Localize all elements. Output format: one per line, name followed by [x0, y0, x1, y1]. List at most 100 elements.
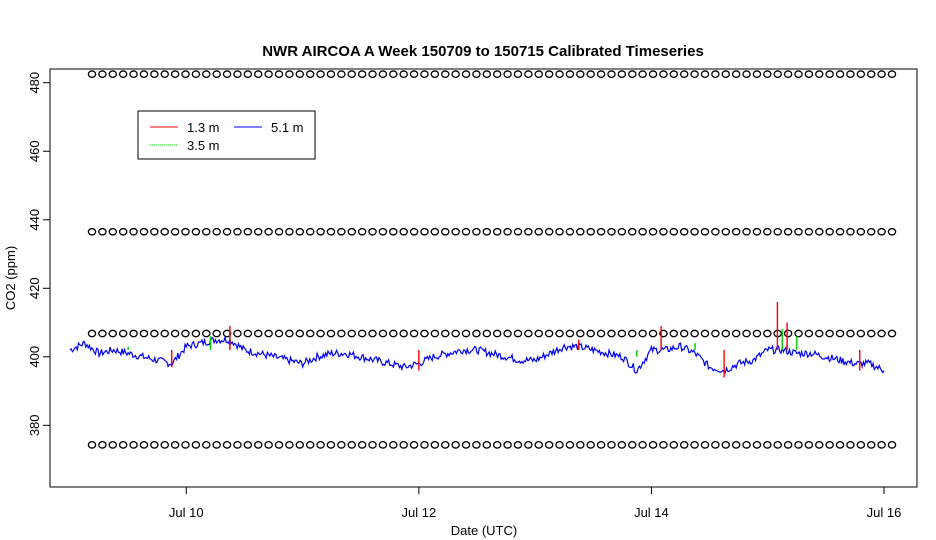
- calibration-point: [285, 329, 294, 338]
- series-lines: [69, 301, 885, 378]
- calibration-point: [503, 227, 512, 236]
- calibration-point: [191, 441, 201, 449]
- calibration-point: [534, 70, 544, 78]
- legend-label-5-1m: 5.1 m: [271, 120, 304, 135]
- calibration-point: [607, 70, 616, 78]
- calibration-point: [181, 70, 190, 78]
- calibration-point: [815, 441, 824, 449]
- calibration-point: [617, 227, 627, 236]
- calibration-point: [264, 329, 273, 338]
- calibration-point: [118, 329, 128, 338]
- calibration-point: [492, 329, 502, 338]
- calibration-point: [108, 329, 118, 338]
- calibration-point: [337, 70, 346, 78]
- calibration-point: [752, 70, 762, 78]
- calibration-point: [804, 329, 814, 338]
- calibration-point: [326, 227, 336, 236]
- calibration-point: [887, 441, 897, 449]
- calibration-point: [451, 227, 460, 236]
- calibration-point: [368, 70, 377, 78]
- calibration-point: [399, 441, 408, 449]
- calibration-point: [700, 70, 710, 78]
- calibration-point: [305, 441, 315, 449]
- calibration-point: [607, 329, 616, 338]
- calibration-point: [742, 329, 751, 338]
- calibration-point: [700, 329, 710, 338]
- y-tick-label: 460: [27, 140, 42, 162]
- calibration-point: [420, 441, 429, 449]
- calibration-point: [752, 227, 762, 236]
- calibration-point: [253, 329, 263, 338]
- calibration-point: [378, 227, 388, 236]
- calibration-point: [378, 329, 388, 338]
- calibration-point: [316, 329, 325, 338]
- calibration-point: [534, 441, 544, 449]
- calibration-point: [596, 227, 606, 236]
- calibration-point: [461, 227, 471, 236]
- calibration-point: [669, 227, 679, 236]
- calibration-point: [451, 441, 460, 449]
- calibration-point: [711, 70, 720, 78]
- calibration-point: [420, 70, 429, 78]
- calibration-point: [274, 70, 284, 78]
- calibration-point: [731, 441, 741, 449]
- y-tick-label: 480: [27, 72, 42, 94]
- calibration-point: [472, 227, 481, 236]
- calibration-point: [243, 70, 253, 78]
- calibration-point: [638, 227, 647, 236]
- calibration-point: [191, 329, 201, 338]
- calibration-points: [87, 70, 897, 449]
- calibration-point: [389, 227, 398, 236]
- calibration-point: [783, 227, 793, 236]
- calibration-point: [825, 70, 834, 78]
- calibration-point: [285, 227, 294, 236]
- calibration-point: [794, 227, 803, 236]
- calibration-point: [274, 227, 284, 236]
- calibration-point: [118, 70, 128, 78]
- calibration-point: [815, 227, 824, 236]
- calibration-point: [887, 70, 897, 78]
- x-axis-label: Date (UTC): [451, 523, 517, 538]
- calibration-point: [763, 70, 772, 78]
- calibration-point: [721, 329, 731, 338]
- calibration-point: [638, 70, 647, 78]
- calibration-point: [150, 227, 159, 236]
- calibration-point: [711, 227, 720, 236]
- calibration-point: [544, 441, 554, 449]
- calibration-point: [596, 70, 606, 78]
- calibration-point: [794, 441, 803, 449]
- calibration-point: [866, 70, 876, 78]
- calibration-point: [628, 329, 637, 338]
- x-tick-label: Jul 12: [402, 505, 437, 520]
- calibration-point: [87, 227, 97, 236]
- calibration-point: [170, 70, 180, 78]
- calibration-point: [721, 70, 731, 78]
- calibration-point: [451, 70, 460, 78]
- calibration-point: [430, 70, 440, 78]
- calibration-point: [326, 329, 336, 338]
- calibration-point: [887, 227, 897, 236]
- calibration-point: [679, 441, 689, 449]
- calibration-point: [305, 227, 315, 236]
- calibration-point: [648, 70, 658, 78]
- calibration-point: [648, 227, 658, 236]
- calibration-point: [731, 227, 741, 236]
- calibration-point: [461, 70, 471, 78]
- calibration-point: [752, 441, 762, 449]
- calibration-point: [440, 329, 450, 338]
- calibration-point: [295, 227, 305, 236]
- calibration-point: [659, 70, 668, 78]
- calibration-point: [181, 441, 190, 449]
- calibration-point: [503, 441, 512, 449]
- calibration-point: [108, 70, 118, 78]
- calibration-point: [846, 70, 855, 78]
- calibration-point: [690, 329, 699, 338]
- calibration-point: [129, 70, 138, 78]
- calibration-point: [866, 227, 876, 236]
- calibration-point: [783, 441, 793, 449]
- calibration-point: [451, 329, 460, 338]
- calibration-point: [139, 329, 149, 338]
- calibration-point: [347, 329, 356, 338]
- calibration-point: [264, 441, 273, 449]
- calibration-point: [690, 227, 699, 236]
